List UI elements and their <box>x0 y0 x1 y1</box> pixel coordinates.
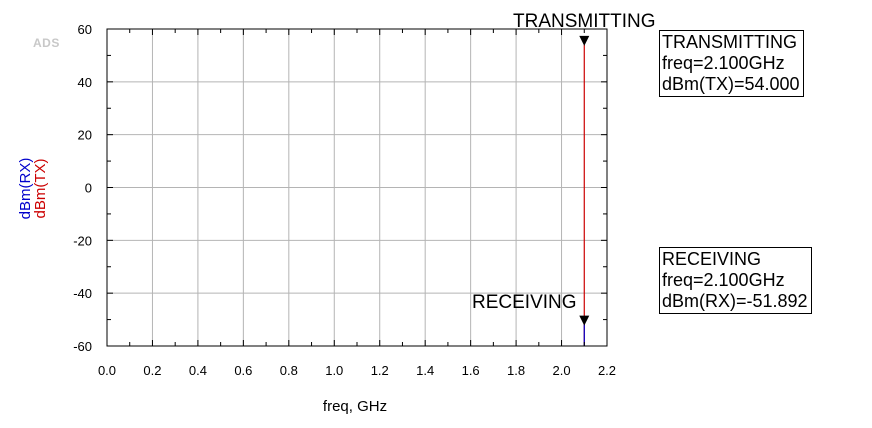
y-tick-label: 20 <box>78 128 92 143</box>
receiving-readout-box[interactable]: RECEIVING freq=2.100GHz dBm(RX)=-51.892 <box>659 247 812 314</box>
x-tick-label: 1.4 <box>416 363 434 378</box>
x-tick-label: 2.2 <box>598 363 616 378</box>
y-tick-label: -40 <box>73 286 92 301</box>
readout-tx-title: TRANSMITTING <box>662 32 797 52</box>
plot-frame <box>106 28 608 347</box>
ads-logo: ADS <box>33 36 60 50</box>
transmitting-readout-box[interactable]: TRANSMITTING freq=2.100GHz dBm(TX)=54.00… <box>659 30 804 97</box>
x-tick-label: 0.2 <box>143 363 161 378</box>
x-tick-label: 0.0 <box>98 363 116 378</box>
y-axis-title: dBm(RX) <box>17 158 34 220</box>
y-tick-label: 40 <box>78 75 92 90</box>
axes: 0.0 0.2 0.4 0.6 0.8 1.0 1.2 1.4 1.6 1.8 2.0 2.2 60 40… <box>17 22 616 415</box>
readout-tx-value: dBm(TX)=54.000 <box>662 74 800 94</box>
grid <box>107 29 607 346</box>
readout-rx-value: dBm(RX)=-51.892 <box>662 291 808 311</box>
readout-tx-freq: freq=2.100GHz <box>662 53 785 73</box>
y-tick-label: -20 <box>73 233 92 248</box>
x-tick-label: 1.8 <box>507 363 525 378</box>
readout-rx-title: RECEIVING <box>662 249 762 269</box>
x-tick-label: 1.0 <box>325 363 343 378</box>
readout-rx-freq: freq=2.100GHz <box>662 270 785 290</box>
x-tick-label: 0.4 <box>189 363 207 378</box>
x-tick-label: 2.0 <box>553 363 571 378</box>
markers: TRANSMITTING RECEIVING <box>472 11 656 326</box>
x-tick-label: 0.6 <box>234 363 252 378</box>
x-tick-label: 0.8 <box>280 363 298 378</box>
marker-triangle <box>579 35 590 46</box>
y-tick-label: 60 <box>78 22 92 37</box>
y-axis-title: dBm(TX) <box>32 158 49 218</box>
x-axis-title: freq, GHz <box>323 398 387 415</box>
y-tick-label: -60 <box>73 339 92 354</box>
marker-triangle <box>579 315 590 326</box>
x-tick-label: 1.2 <box>371 363 389 378</box>
marker-label: RECEIVING <box>472 292 577 313</box>
x-tick-label: 1.6 <box>462 363 480 378</box>
marker-label: TRANSMITTING <box>513 11 656 32</box>
y-tick-label: 0 <box>85 181 92 196</box>
